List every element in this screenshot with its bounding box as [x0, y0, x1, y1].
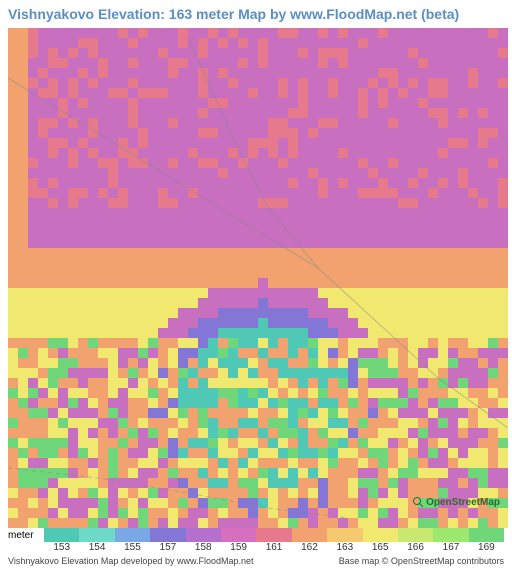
- elevation-map[interactable]: OpenStreetMap: [8, 28, 508, 528]
- legend-value: 158: [195, 542, 212, 553]
- legend-value: 157: [160, 542, 177, 553]
- osm-label: OpenStreetMap: [426, 497, 500, 508]
- legend-value: 153: [53, 542, 70, 553]
- legend-swatch: 155: [115, 528, 150, 542]
- legend-value: 161: [266, 542, 283, 553]
- heatmap-svg: [8, 28, 508, 528]
- legend-value: 165: [372, 542, 389, 553]
- legend-swatch: 163: [327, 528, 362, 542]
- legend-swatch: 165: [363, 528, 398, 542]
- page-title: Vishnyakovo Elevation: 163 meter Map by …: [0, 0, 512, 28]
- color-legend: 153154155157158159161162163165166167169: [44, 528, 504, 542]
- legend-swatch: 167: [433, 528, 468, 542]
- legend-swatch: 157: [150, 528, 185, 542]
- legend-value: 155: [124, 542, 141, 553]
- legend-value: 167: [443, 542, 460, 553]
- legend-swatch: 158: [186, 528, 221, 542]
- legend-swatch: 159: [221, 528, 256, 542]
- legend-swatch: 161: [256, 528, 291, 542]
- legend-swatch: 166: [398, 528, 433, 542]
- osm-attribution[interactable]: OpenStreetMap: [412, 496, 500, 508]
- legend-swatch: 154: [79, 528, 114, 542]
- legend-value: 169: [478, 542, 495, 553]
- legend-value: 154: [89, 542, 106, 553]
- legend-unit-label: meter: [0, 528, 44, 541]
- map-container: Vishnyakovo Elevation: 163 meter Map by …: [0, 0, 512, 582]
- magnify-icon: [412, 496, 424, 508]
- legend-swatch: 169: [469, 528, 504, 542]
- legend-swatch: 153: [44, 528, 79, 542]
- legend-value: 163: [336, 542, 353, 553]
- credit-right: Base map © OpenStreetMap contributors: [339, 556, 504, 566]
- legend-value: 159: [230, 542, 247, 553]
- legend-value: 162: [301, 542, 318, 553]
- legend-value: 166: [407, 542, 424, 553]
- credit-row: Vishnyakovo Elevation Map developed by w…: [0, 542, 512, 566]
- legend-swatch: 162: [292, 528, 327, 542]
- legend-row: meter 1531541551571581591611621631651661…: [0, 528, 512, 542]
- credit-left: Vishnyakovo Elevation Map developed by w…: [8, 556, 253, 566]
